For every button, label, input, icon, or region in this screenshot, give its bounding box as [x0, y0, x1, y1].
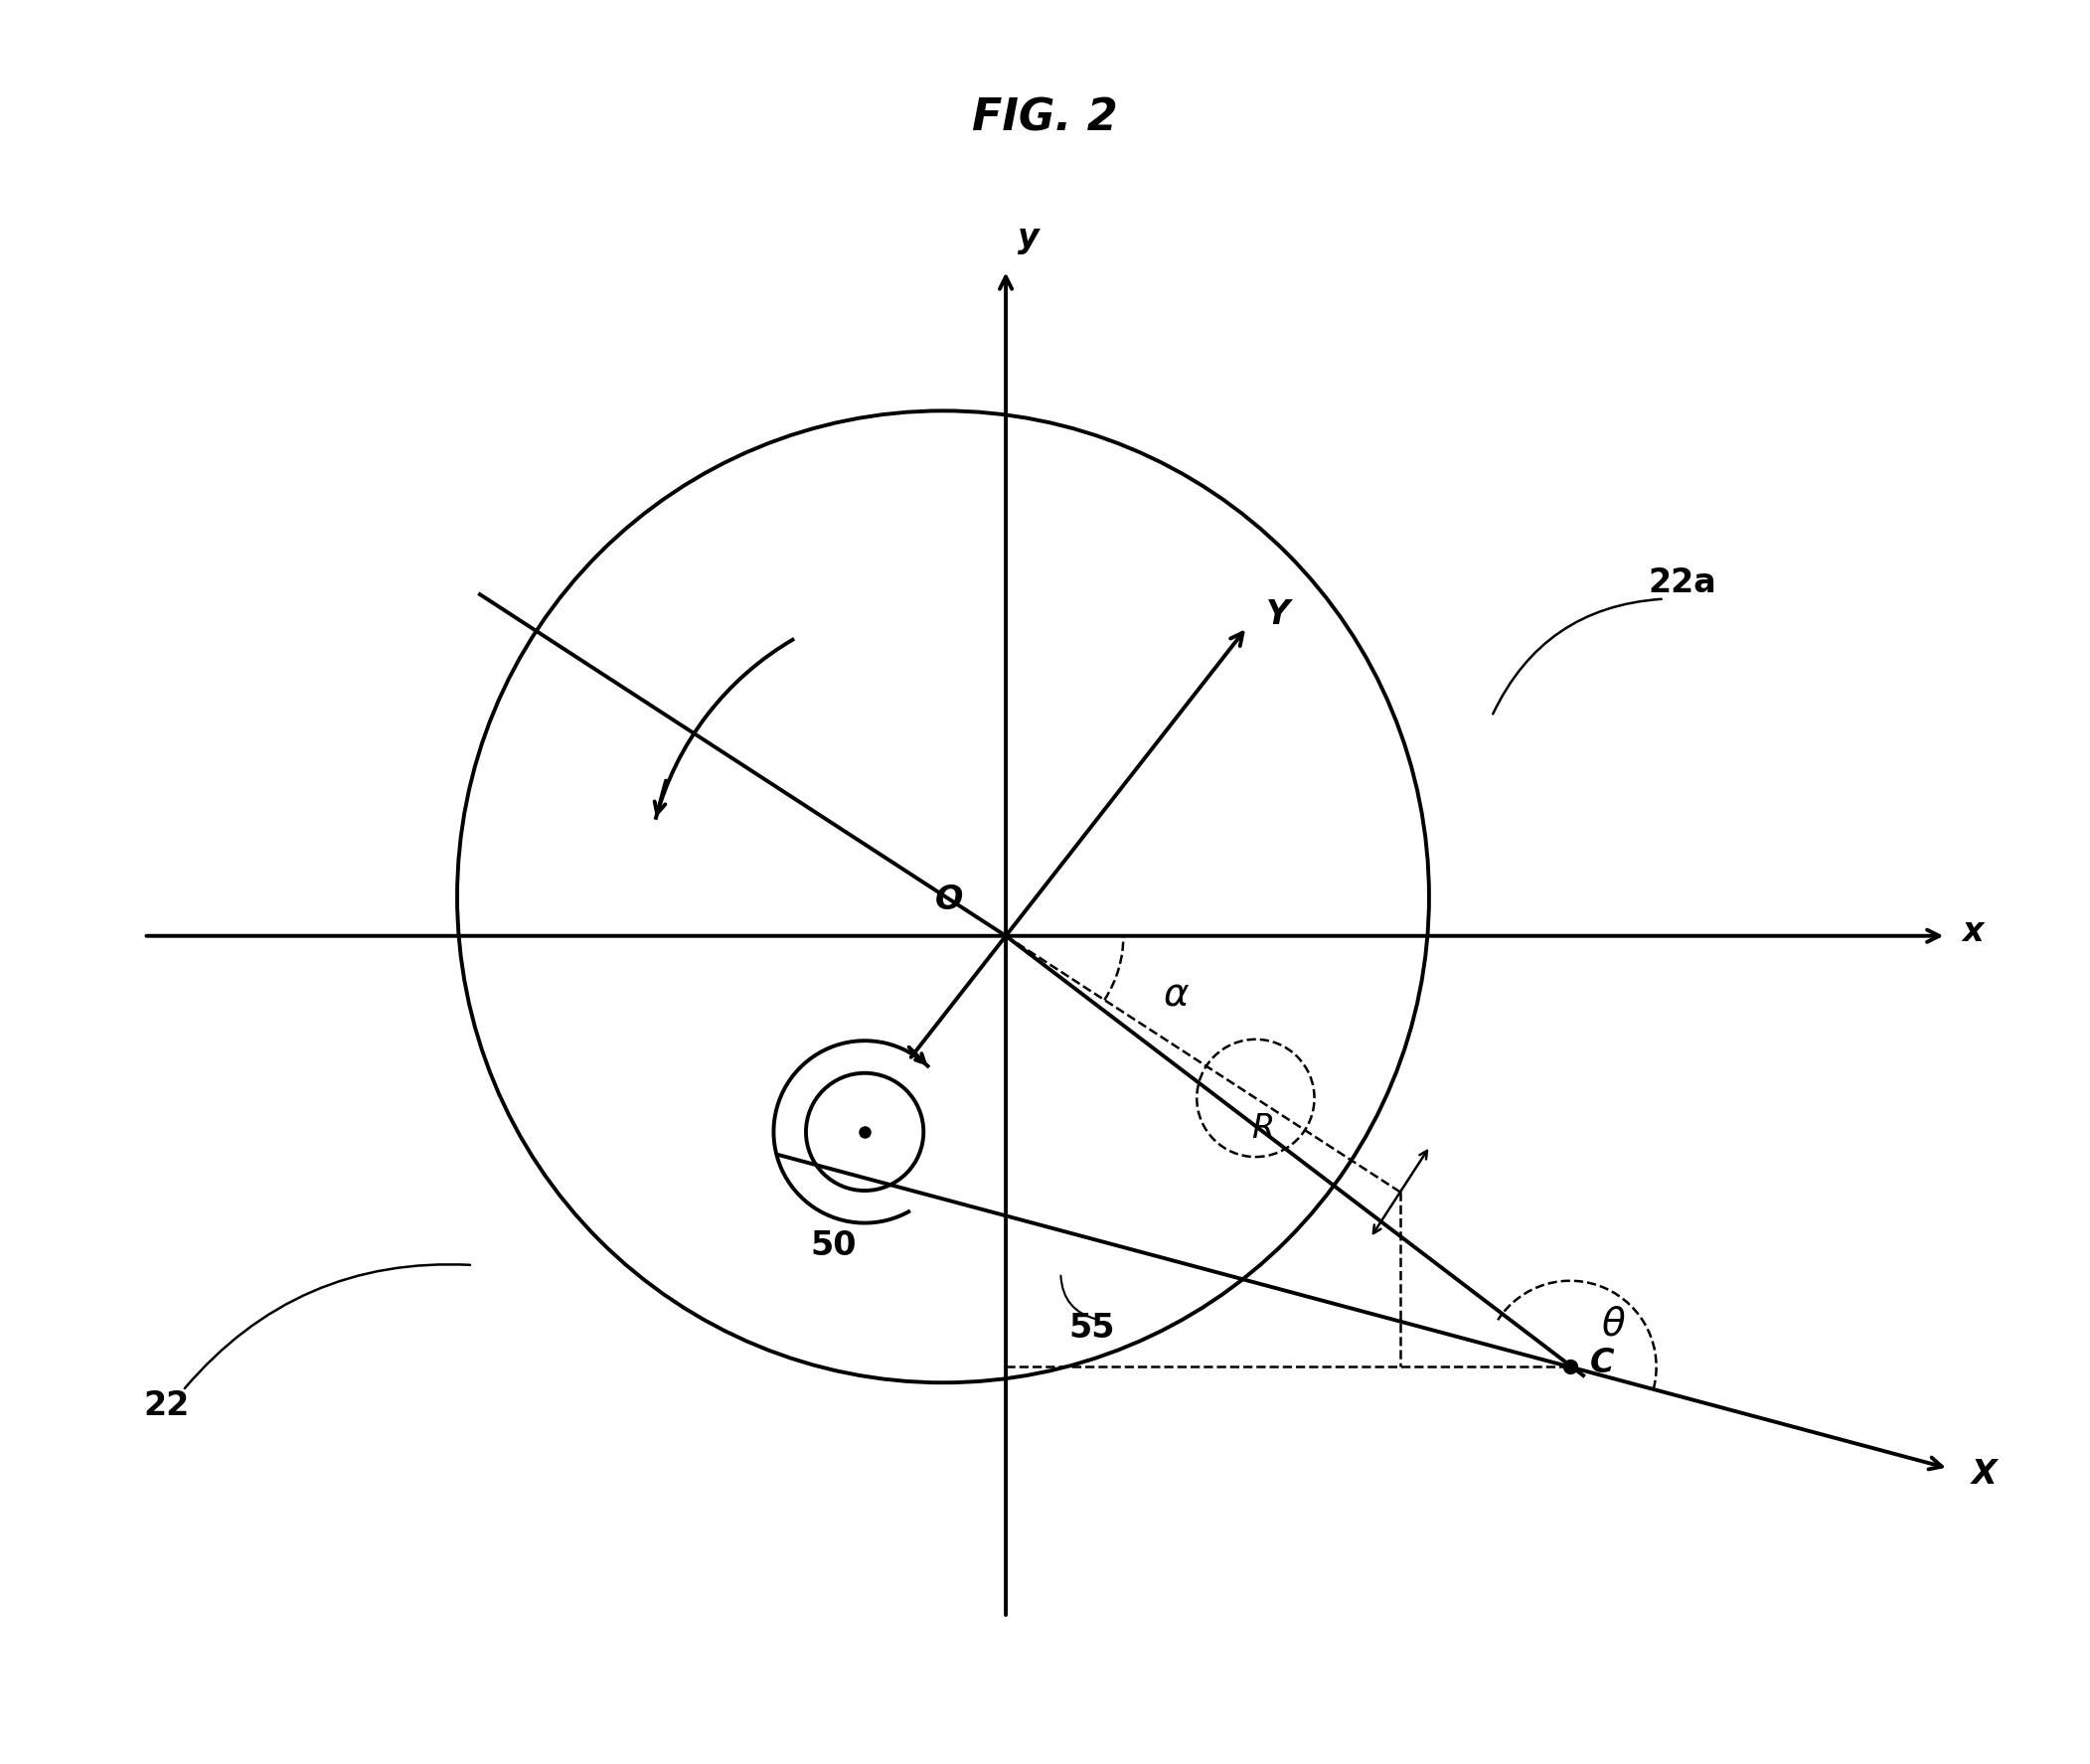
Text: FIG. 2: FIG. 2 [972, 97, 1118, 139]
Text: 50: 50 [811, 1230, 857, 1263]
Text: C: C [1590, 1346, 1613, 1379]
Text: 22a: 22a [1649, 566, 1716, 600]
Text: 55: 55 [1068, 1311, 1114, 1344]
Text: X: X [1971, 1459, 1996, 1491]
Text: y: y [1018, 220, 1039, 254]
Text: O: O [934, 884, 963, 916]
Text: R: R [1252, 1111, 1275, 1145]
Text: $\theta$: $\theta$ [1601, 1305, 1626, 1344]
Text: x: x [1963, 916, 1983, 949]
Text: Y: Y [1267, 598, 1290, 632]
Text: $\alpha$: $\alpha$ [1162, 975, 1189, 1013]
Text: 22: 22 [144, 1390, 190, 1422]
